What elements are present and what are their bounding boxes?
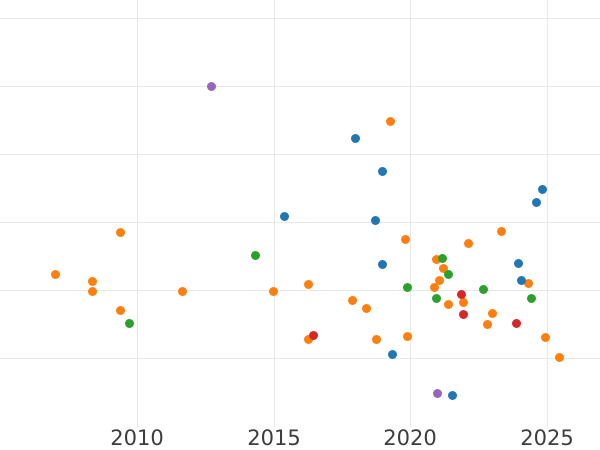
gridline-vertical (274, 0, 275, 427)
data-point-orange (348, 295, 358, 305)
x-tick-label: 2015 (247, 426, 301, 450)
data-point-green (431, 293, 441, 303)
gridline-horizontal (0, 18, 600, 19)
data-point-green (124, 318, 134, 328)
data-point-orange (372, 334, 382, 344)
data-point-blue (387, 349, 397, 359)
data-point-blue (538, 184, 548, 194)
data-point-orange (463, 238, 473, 248)
gridline-horizontal (0, 358, 600, 359)
gridline-horizontal (0, 222, 600, 223)
data-point-orange (438, 263, 448, 273)
data-point-orange (402, 331, 412, 341)
data-point-orange (401, 234, 411, 244)
data-point-orange (431, 254, 441, 264)
gridline-horizontal (0, 290, 600, 291)
data-point-green (251, 250, 261, 260)
data-point-orange (429, 282, 439, 292)
data-point-orange (497, 226, 507, 236)
data-point-red (457, 289, 467, 299)
data-point-green (437, 253, 447, 263)
data-point-orange (458, 297, 468, 307)
data-point-orange (434, 275, 444, 285)
data-point-purple (207, 81, 217, 91)
data-point-orange (488, 308, 498, 318)
data-point-blue (378, 166, 388, 176)
data-point-orange (116, 305, 126, 315)
data-point-orange (554, 352, 564, 362)
gridline-vertical (547, 0, 548, 427)
data-point-orange (386, 116, 396, 126)
data-point-orange (444, 299, 454, 309)
data-point-orange (50, 269, 60, 279)
data-point-blue (532, 197, 542, 207)
data-point-blue (351, 133, 361, 143)
gridline-vertical (410, 0, 411, 427)
data-point-orange (178, 286, 188, 296)
data-point-red (511, 318, 521, 328)
data-point-green (444, 269, 454, 279)
x-tick-label: 2010 (110, 426, 164, 450)
data-point-blue (279, 211, 289, 221)
data-point-orange (88, 276, 98, 286)
x-tick-label: 2020 (383, 426, 437, 450)
data-point-red (458, 309, 468, 319)
data-point-green (403, 282, 413, 292)
x-tick-label: 2025 (520, 426, 574, 450)
data-point-red (308, 330, 318, 340)
gridline-horizontal (0, 86, 600, 87)
data-point-orange (483, 319, 493, 329)
data-point-purple (432, 388, 442, 398)
data-point-orange (116, 227, 126, 237)
data-point-blue (370, 215, 380, 225)
data-point-blue (513, 258, 523, 268)
data-point-green (526, 293, 536, 303)
data-point-orange (88, 286, 98, 296)
data-point-orange (362, 303, 372, 313)
data-point-orange (304, 334, 314, 344)
gridline-vertical (137, 0, 138, 427)
data-point-orange (303, 279, 313, 289)
data-point-orange (269, 286, 279, 296)
data-point-blue (448, 390, 458, 400)
gridline-horizontal (0, 154, 600, 155)
data-point-blue (516, 275, 526, 285)
data-point-orange (524, 278, 534, 288)
data-point-green (478, 284, 488, 294)
data-point-orange (541, 332, 551, 342)
data-point-blue (378, 259, 388, 269)
